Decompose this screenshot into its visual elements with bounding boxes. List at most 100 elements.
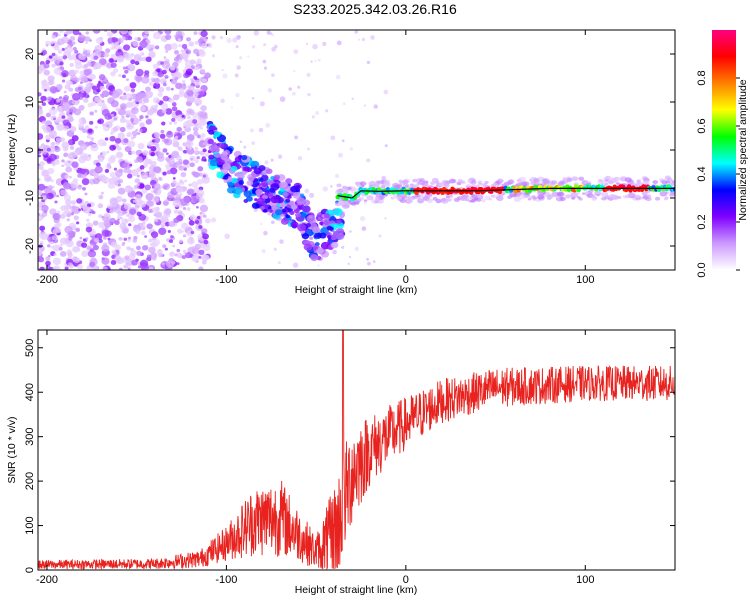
- spectrogram-speck: [41, 124, 47, 130]
- spectrogram-speck: [47, 75, 55, 82]
- spectrogram-speck: [121, 74, 126, 79]
- spectrogram-speck: [47, 167, 55, 175]
- spectrogram-speck: [161, 139, 165, 142]
- spectrogram-speck: [169, 98, 175, 104]
- spectrogram-speck: [294, 135, 298, 140]
- spectrogram-speck: [164, 138, 173, 146]
- spectrogram-streak-blob: [250, 162, 256, 168]
- spectrogram-trace-halo: [398, 179, 403, 183]
- spectrogram-trace-halo: [635, 197, 640, 201]
- spectrogram-speck: [363, 104, 367, 107]
- spectrogram-speck: [55, 60, 61, 65]
- spectrogram-trace-halo: [426, 198, 433, 203]
- snr-marks: [38, 330, 675, 570]
- spectrogram-trace-halo: [625, 194, 631, 199]
- spectrogram-streak-blob: [256, 197, 265, 205]
- spectrogram-streak-blob: [320, 227, 329, 235]
- spectrogram-speck: [259, 101, 265, 107]
- spectrogram-speck: [85, 218, 90, 222]
- spectrogram-speck: [79, 168, 86, 175]
- spectrogram-speck: [83, 206, 92, 214]
- spectrogram-speck: [348, 256, 351, 259]
- spectrogram-streak-blob: [223, 175, 229, 180]
- spectrogram-speck: [166, 260, 175, 268]
- spectrogram-speck: [175, 135, 179, 139]
- spectrogram-streak-blob: [285, 214, 291, 219]
- spectrogram-speck: [212, 54, 215, 58]
- spectrogram-speck: [188, 220, 195, 226]
- spectrogram-speck: [96, 88, 101, 93]
- spectrogram-speck: [363, 201, 367, 205]
- spectrogram-speck: [71, 135, 79, 142]
- spectrogram-streak-blob: [253, 167, 262, 175]
- spectrogram-trace-halo: [396, 196, 403, 201]
- spectrogram-speck: [239, 140, 243, 144]
- spectrogram-speck: [39, 225, 46, 231]
- spectrogram-speck: [292, 91, 296, 96]
- spectrogram-speck: [130, 118, 135, 122]
- spectrogram-speck: [189, 214, 197, 221]
- spectrogram-speck: [84, 36, 91, 42]
- spectrogram-speck: [309, 192, 315, 198]
- spectrogram-streak-blob: [310, 254, 319, 261]
- spectrogram-speck: [211, 217, 217, 223]
- spectrogram-speck: [181, 255, 187, 260]
- spectrogram-speck: [52, 213, 61, 221]
- spectrogram-speck: [110, 113, 114, 117]
- spectrogram-speck: [194, 220, 200, 224]
- spectrogram-streak-blob: [265, 168, 273, 175]
- spectrogram-trace-halo: [431, 177, 439, 183]
- colorbar-tick-label: 0.8: [696, 70, 708, 85]
- spectrogram-trace-halo: [496, 195, 504, 202]
- spectrogram-speck: [322, 186, 328, 192]
- spectrogram-streak-blob: [273, 174, 281, 181]
- spectrogram-trace-halo: [344, 204, 350, 209]
- spectrogram-speck: [46, 87, 51, 92]
- spectrogram-speck: [260, 222, 263, 226]
- spectrogram-speck: [189, 195, 199, 204]
- spectrogram-streak-blob: [279, 181, 288, 189]
- spectrogram-speck: [117, 218, 120, 221]
- spectrogram-speck: [132, 40, 139, 47]
- spectrogram-streak-blob: [290, 221, 299, 228]
- spectrogram-speck: [124, 53, 133, 61]
- spectrogram-speck: [98, 74, 106, 81]
- spectrogram-speck: [175, 193, 182, 200]
- spectrogram-speck: [123, 44, 131, 51]
- spectrogram-speck: [116, 257, 124, 265]
- spectrogram-speck: [180, 130, 186, 136]
- spectrogram-speck: [38, 92, 42, 97]
- spectrogram-speck: [145, 115, 149, 119]
- spectrogram-trace-halo: [578, 176, 585, 181]
- spectrogram-speck: [159, 77, 167, 85]
- spectrogram-streak-blob: [263, 208, 268, 213]
- spectrogram-speck: [330, 135, 336, 141]
- spectrogram-speck: [202, 214, 207, 218]
- spectrogram-speck: [119, 222, 127, 230]
- spectrogram-speck: [203, 158, 207, 162]
- spectrogram-speck: [83, 97, 89, 103]
- spectrogram-speck: [135, 128, 139, 132]
- spectrogram-speck: [153, 166, 161, 174]
- spectrogram-speck: [139, 40, 148, 49]
- spectrogram-speck: [78, 93, 83, 98]
- spectrogram-streak-blob: [214, 152, 221, 158]
- spectrogram-speck: [133, 235, 138, 240]
- spectrogram-streak-blob: [323, 219, 331, 226]
- spectrogram-speck: [354, 30, 359, 34]
- spectrogram-speck: [63, 90, 67, 94]
- spectrogram-speck: [168, 220, 176, 228]
- spectrogram-streak-blob: [246, 167, 253, 172]
- spectrogram-streak-blob: [253, 178, 259, 182]
- spectrogram-streak-blob: [301, 233, 310, 240]
- spectrogram-marks: [38, 30, 675, 270]
- spectrogram-speck: [74, 62, 83, 70]
- spectrogram-speck: [45, 256, 51, 261]
- spectrogram-trace-halo: [366, 195, 374, 201]
- spectrogram-speck: [163, 64, 167, 69]
- spectrogram-speck: [40, 204, 49, 212]
- spectrogram-speck: [144, 184, 151, 191]
- spectrogram-speck: [99, 85, 106, 91]
- spectrogram-speck: [38, 205, 43, 211]
- spectrogram-speck: [220, 98, 225, 103]
